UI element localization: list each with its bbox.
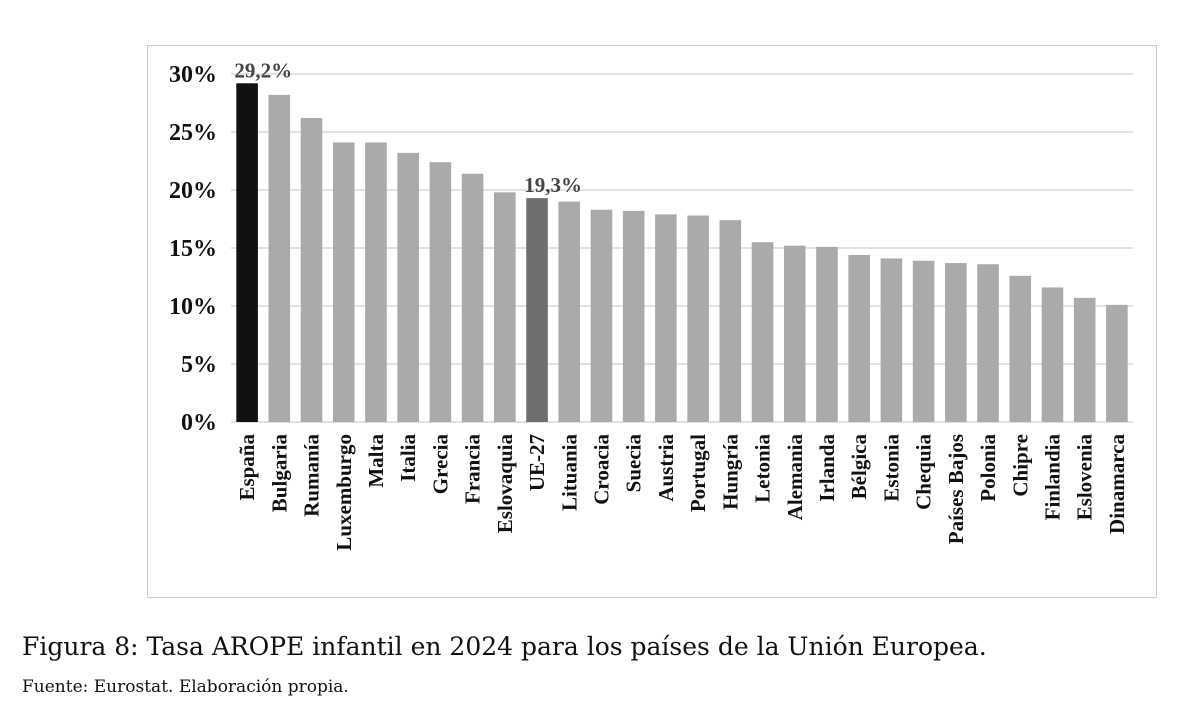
bar: [945, 263, 967, 422]
bar: [655, 214, 677, 422]
x-category-label: Letonia: [751, 434, 775, 503]
x-category-label: Alemania: [783, 434, 807, 521]
bar: [687, 215, 709, 422]
y-tick-label: 30%: [169, 62, 217, 88]
x-category-label: Malta: [364, 434, 388, 488]
bar: [526, 198, 548, 422]
x-category-label: UE-27: [525, 434, 549, 491]
x-category-label: Eslovenia: [1073, 434, 1097, 521]
x-category-label: Países Bajos: [944, 434, 968, 544]
y-tick-label: 15%: [169, 236, 217, 262]
x-category-label: Dinamarca: [1105, 434, 1129, 534]
x-category-label: Francia: [461, 434, 485, 504]
y-tick-label: 5%: [181, 352, 217, 378]
y-tick-label: 0%: [181, 410, 217, 436]
x-category-label: Lituania: [557, 434, 581, 512]
bar: [622, 210, 645, 422]
x-category-label: Bélgica: [847, 434, 871, 500]
bar: [268, 94, 291, 422]
bar: [1073, 297, 1096, 422]
bar: [558, 201, 581, 422]
chart-frame: 0% 5% 10% 15% 20% 25% 30% España Bulgaria Rumanía…: [147, 45, 1157, 598]
x-category-label: Chipre: [1008, 434, 1032, 497]
x-category-label: España: [235, 434, 259, 501]
x-category-label: Portugal: [686, 434, 710, 512]
bar: [332, 142, 355, 422]
bar: [848, 254, 870, 422]
bar: [397, 152, 419, 422]
bar: [751, 242, 774, 422]
y-tick-label: 20%: [169, 178, 217, 204]
bar: [590, 209, 613, 422]
bar: [977, 264, 999, 422]
x-category-label: Suecia: [622, 434, 646, 493]
bar: [429, 162, 452, 422]
bar: [461, 173, 484, 422]
x-category-label: Hungría: [718, 434, 742, 510]
x-category-label: Chequia: [912, 434, 936, 510]
bar: [1106, 304, 1128, 422]
figure-caption: Figura 8: Tasa AROPE infantil en 2024 pa…: [22, 632, 987, 661]
figure-source: Fuente: Eurostat. Elaboración propia.: [22, 677, 349, 697]
x-category-label: Irlanda: [815, 434, 839, 502]
x-category-label: Grecia: [428, 434, 452, 495]
bar: [365, 142, 387, 422]
x-category-label: Finlandia: [1040, 434, 1064, 521]
x-category-label: Estonia: [879, 434, 903, 502]
x-category-label: Polonia: [976, 434, 1000, 502]
bar: [816, 246, 838, 422]
bar-chart: 0% 5% 10% 15% 20% 25% 30% España Bulgaria Rumanía…: [169, 58, 1133, 551]
x-category-label: Rumanía: [300, 434, 324, 517]
bar: [719, 220, 742, 422]
y-tick-label: 10%: [169, 294, 217, 320]
bar: [1009, 275, 1032, 422]
x-category-label: Bulgaria: [267, 434, 291, 513]
data-label: 19,3%: [524, 173, 582, 197]
data-label: 29,2%: [234, 58, 292, 82]
bar: [494, 192, 516, 422]
x-category-label: Austria: [654, 434, 678, 502]
bar: [300, 118, 323, 422]
x-category-label: Italia: [396, 434, 420, 482]
x-category-label: Luxemburgo: [332, 434, 356, 551]
bar: [880, 258, 903, 422]
bar: [1041, 287, 1064, 422]
bar: [912, 260, 935, 422]
bar: [783, 245, 806, 422]
x-category-label: Eslovaquia: [493, 434, 517, 534]
bar: [236, 83, 258, 422]
x-category-label: Croacia: [589, 434, 613, 505]
y-tick-label: 25%: [169, 120, 217, 146]
